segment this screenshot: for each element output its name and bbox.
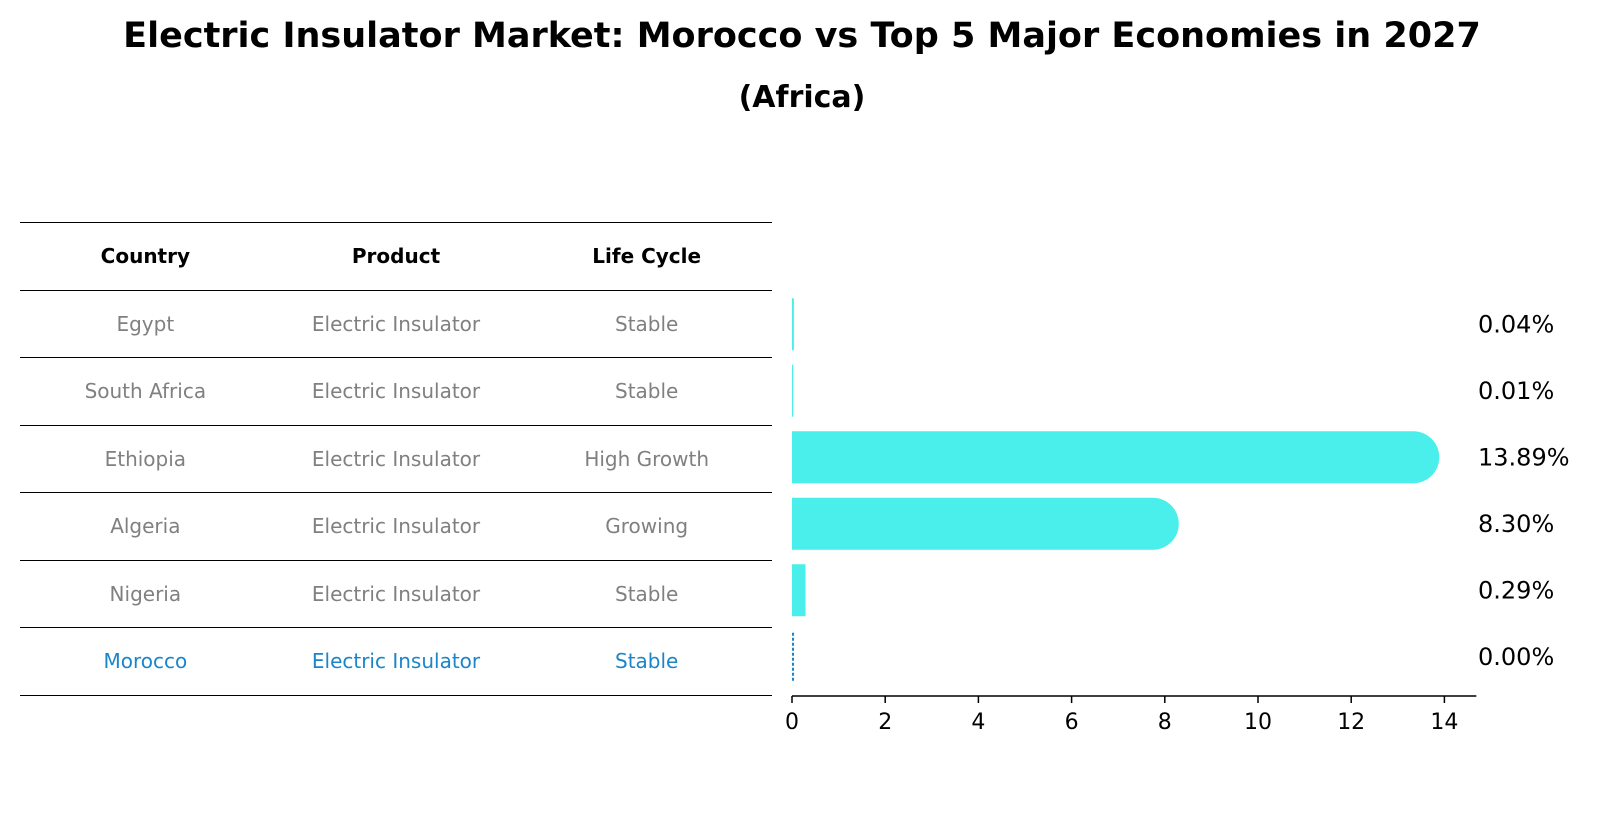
header-product: Product: [351, 244, 441, 269]
table-row: Morocco Electric Insulator Stable: [20, 628, 772, 696]
cell-country: Egypt: [116, 311, 175, 336]
cell-product: Electric Insulator: [311, 649, 481, 674]
bar-value-label: 0.01%: [1478, 377, 1554, 405]
header-life-cycle: Life Cycle: [592, 244, 702, 269]
cell-product: Electric Insulator: [311, 311, 481, 336]
bar-value-label: 0.00%: [1478, 643, 1554, 671]
table-row: Egypt Electric Insulator Stable: [20, 291, 772, 358]
cell-product: Electric Insulator: [311, 581, 481, 606]
cell-life-cycle: High Growth: [584, 446, 710, 471]
table-row: Ethiopia Electric Insulator High Growth: [20, 426, 772, 493]
cell-product: Electric Insulator: [311, 379, 481, 404]
bar-egypt: [792, 298, 794, 351]
bar-nigeria: [792, 564, 806, 617]
table-row: South Africa Electric Insulator Stable: [20, 358, 772, 426]
cell-country: Algeria: [110, 514, 181, 539]
x-tick-label: 14: [1430, 710, 1458, 735]
cell-life-cycle: Stable: [615, 379, 679, 404]
cell-product: Electric Insulator: [311, 446, 481, 471]
bar-south-africa: [792, 364, 794, 417]
bar-value-label: 8.30%: [1478, 510, 1554, 538]
table-header-row: Country Product Life Cycle: [20, 222, 772, 291]
bar-algeria: [792, 497, 1179, 550]
x-tick-label: 2: [878, 710, 892, 735]
x-tick-label: 12: [1337, 710, 1365, 735]
comparison-table: Country Product Life Cycle Egypt Electric…: [20, 222, 772, 696]
header-country: Country: [100, 244, 191, 269]
cell-country: Morocco: [103, 649, 188, 674]
bar-value-label: 0.29%: [1478, 576, 1554, 604]
table-row: Algeria Electric Insulator Growing: [20, 493, 772, 561]
table-row: Nigeria Electric Insulator Stable: [20, 561, 772, 628]
cell-life-cycle: Growing: [605, 514, 689, 539]
bar-value-label: 0.04%: [1478, 310, 1554, 338]
chart-subtitle: (Africa): [738, 80, 866, 115]
bar-value-label: 13.89%: [1478, 443, 1570, 471]
cell-country: Ethiopia: [104, 446, 187, 471]
cell-life-cycle: Stable: [615, 311, 679, 336]
cell-country: Nigeria: [109, 581, 182, 606]
x-tick-label: 0: [785, 710, 799, 735]
x-tick-label: 4: [971, 710, 985, 735]
bar-ethiopia: [792, 431, 1440, 484]
cell-life-cycle: Stable: [615, 649, 679, 674]
cell-country: South Africa: [84, 379, 207, 404]
x-tick-label: 8: [1158, 710, 1172, 735]
x-tick-label: 6: [1065, 710, 1079, 735]
chart-title: Electric Insulator Market: Morocco vs To…: [123, 16, 1481, 56]
cell-life-cycle: Stable: [615, 581, 679, 606]
cell-product: Electric Insulator: [311, 514, 481, 539]
x-tick-label: 10: [1244, 710, 1272, 735]
